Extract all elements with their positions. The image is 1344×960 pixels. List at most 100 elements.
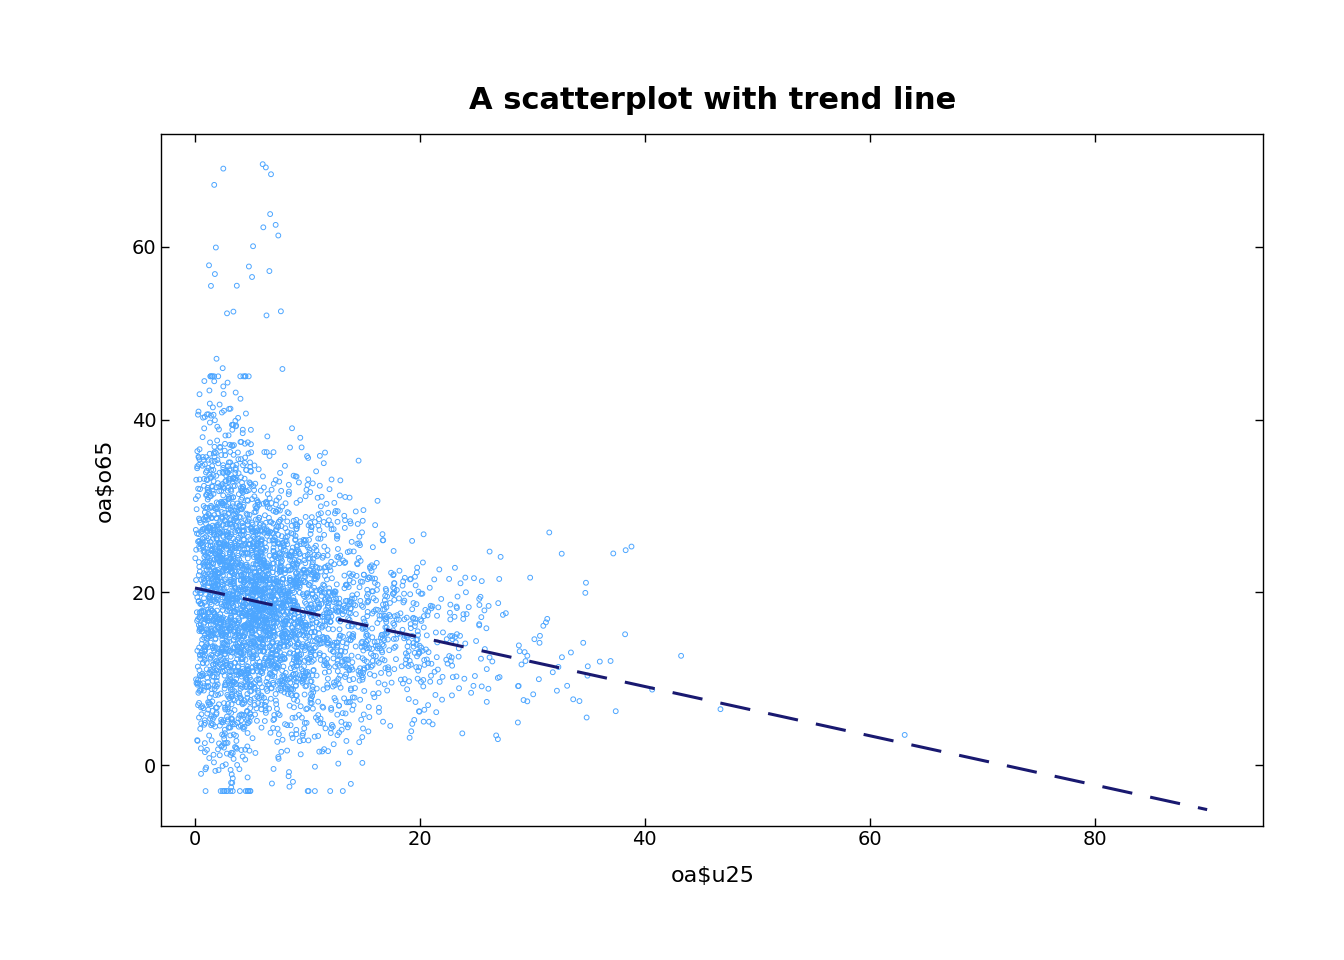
Point xyxy=(219,574,241,589)
Point xyxy=(220,780,242,795)
Point xyxy=(300,644,321,660)
Point xyxy=(231,637,253,653)
Point xyxy=(343,671,364,686)
Point xyxy=(261,596,282,612)
Point xyxy=(317,621,339,636)
Point xyxy=(383,632,405,647)
Point xyxy=(227,644,249,660)
Point xyxy=(560,645,582,660)
Point xyxy=(210,645,231,660)
Point xyxy=(348,734,370,750)
Point xyxy=(212,617,234,633)
Point xyxy=(257,584,278,599)
Point xyxy=(255,651,277,666)
Point xyxy=(383,581,405,596)
Point xyxy=(310,564,332,579)
Point xyxy=(337,618,359,634)
Point xyxy=(327,707,348,722)
Point xyxy=(203,473,224,489)
Point xyxy=(391,578,413,593)
Point xyxy=(285,577,306,592)
Point xyxy=(235,626,257,641)
Point xyxy=(226,677,247,692)
Point xyxy=(274,716,296,732)
Point xyxy=(257,429,278,444)
Point xyxy=(294,679,316,694)
Point xyxy=(245,576,266,591)
Point xyxy=(230,527,251,542)
Point xyxy=(383,587,405,602)
Point xyxy=(220,572,242,588)
Point xyxy=(464,570,485,586)
Point xyxy=(304,634,325,649)
Point xyxy=(310,596,332,612)
Point xyxy=(218,700,239,715)
Point xyxy=(216,588,238,603)
Point xyxy=(259,561,281,576)
Point xyxy=(280,636,301,651)
Point xyxy=(241,542,262,558)
Point xyxy=(313,682,335,697)
Point xyxy=(300,545,321,561)
Point xyxy=(257,684,278,699)
Point xyxy=(254,612,276,628)
Point xyxy=(425,687,446,703)
Point xyxy=(222,422,243,438)
Point xyxy=(247,523,269,539)
Point xyxy=(285,602,306,617)
Point xyxy=(220,524,242,540)
Point xyxy=(247,600,269,615)
Point xyxy=(191,621,212,636)
Point xyxy=(278,484,300,499)
Point xyxy=(383,661,405,677)
Point xyxy=(375,588,396,604)
Point xyxy=(425,625,446,640)
Point xyxy=(293,588,314,604)
Point xyxy=(481,654,503,669)
Point xyxy=(414,702,435,717)
Point xyxy=(302,615,324,631)
Point xyxy=(394,586,415,601)
Point xyxy=(316,657,337,672)
Point xyxy=(191,597,212,612)
Point xyxy=(292,623,313,638)
Point xyxy=(265,472,286,488)
Point xyxy=(208,536,230,551)
Point xyxy=(210,581,231,596)
Point xyxy=(289,554,310,569)
Point xyxy=(200,555,222,570)
Point xyxy=(250,522,271,538)
Point xyxy=(234,692,255,708)
Point xyxy=(270,547,292,563)
Point xyxy=(211,738,233,754)
Point xyxy=(290,614,312,630)
Point xyxy=(293,537,314,552)
Point xyxy=(231,567,253,583)
Point xyxy=(231,608,253,623)
Point xyxy=(262,630,284,645)
Point xyxy=(297,477,319,492)
Point xyxy=(211,574,233,589)
Point xyxy=(190,610,211,625)
Point xyxy=(255,494,277,510)
Point xyxy=(203,373,224,389)
Point xyxy=(339,596,360,612)
Point xyxy=(227,602,249,617)
Point xyxy=(212,386,234,401)
Point xyxy=(325,674,347,689)
Point xyxy=(266,566,288,582)
Point xyxy=(226,538,247,553)
Point xyxy=(293,732,314,748)
Point xyxy=(190,648,211,663)
Point xyxy=(222,418,243,433)
Point xyxy=(277,672,298,687)
Point xyxy=(196,463,218,478)
Point xyxy=(216,527,238,542)
Point xyxy=(253,636,274,652)
Point xyxy=(327,604,348,619)
Point xyxy=(216,575,238,590)
Point xyxy=(296,666,317,682)
Point xyxy=(245,638,266,654)
Point xyxy=(284,646,305,661)
Point xyxy=(265,533,286,548)
